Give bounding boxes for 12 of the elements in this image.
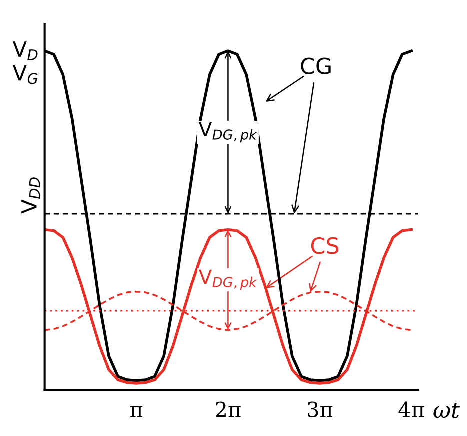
annotation: V$_{DG,pk}$ [199, 122, 258, 143]
x-tick-label: 3π [308, 402, 333, 418]
x-axis-title: ωt [434, 402, 460, 418]
annotation: CS [311, 237, 339, 254]
text: V$_{D}$ [12, 42, 38, 60]
x-tick-label: 2π [216, 402, 241, 418]
annotation: CG [301, 58, 331, 75]
ref-line-label: V$_{DD}$ [22, 178, 40, 214]
x-tick-label: π [130, 406, 143, 418]
annotation: V$_{DG,pk}$ [199, 270, 258, 290]
text: V$_{G}$ [12, 65, 38, 84]
x-tick-label: 4π [398, 402, 424, 418]
